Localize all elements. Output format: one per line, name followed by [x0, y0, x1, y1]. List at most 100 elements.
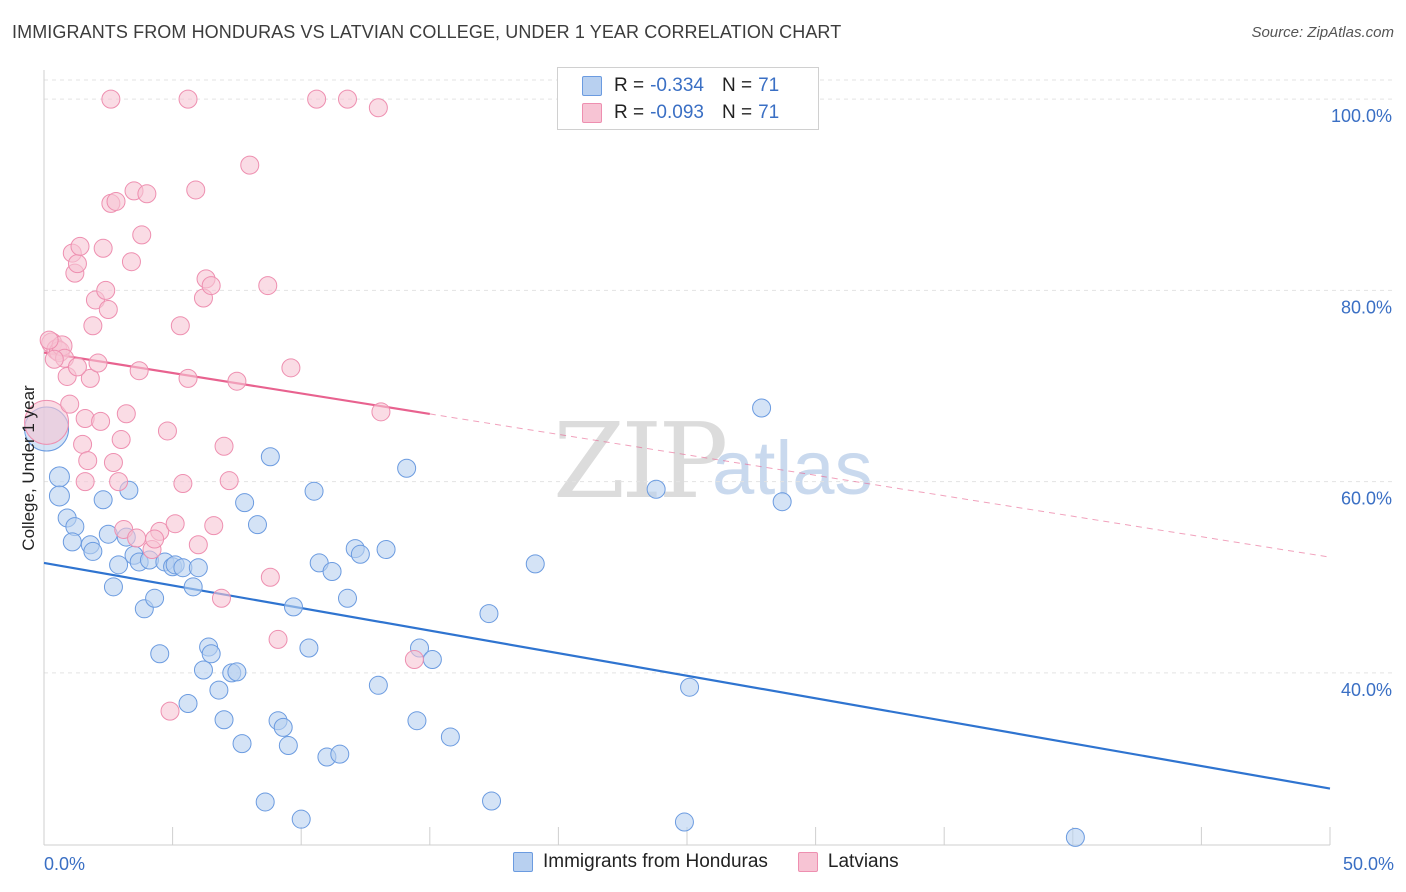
point-honduras — [646, 479, 666, 499]
point-honduras — [525, 554, 545, 574]
point-latvians — [109, 472, 129, 492]
legend-row-honduras: R = -0.334 N = 71 — [582, 73, 779, 99]
point-latvians — [371, 402, 391, 422]
point-latvians — [307, 89, 327, 109]
point-latvians — [258, 276, 278, 296]
point-honduras — [48, 485, 70, 507]
point-honduras — [232, 734, 252, 754]
x-tick-label: 0.0% — [44, 854, 85, 874]
series-legend: Immigrants from Honduras Latvians — [513, 851, 929, 873]
point-honduras — [772, 492, 792, 512]
legend-n-value: 71 — [758, 102, 780, 123]
point-honduras — [260, 447, 280, 467]
point-honduras — [48, 466, 70, 488]
point-latvians — [170, 316, 190, 336]
point-latvians — [103, 453, 123, 472]
legend-n-value: 71 — [758, 75, 780, 96]
legend-swatch-pink — [582, 103, 602, 123]
legend-r-value: -0.093 — [650, 102, 704, 123]
chart-title: IMMIGRANTS FROM HONDURAS VS LATVIAN COLL… — [12, 22, 842, 42]
point-latvians — [204, 516, 224, 536]
point-honduras — [193, 660, 213, 680]
point-honduras — [255, 792, 275, 812]
point-latvians — [73, 434, 93, 454]
point-honduras — [322, 562, 342, 582]
point-latvians — [160, 701, 180, 721]
point-latvians — [60, 394, 80, 414]
legend-r-label: R = — [614, 75, 645, 96]
point-latvians — [67, 357, 87, 377]
point-latvians — [260, 567, 280, 587]
data-points — [24, 89, 1085, 847]
point-latvians — [44, 349, 64, 369]
point-latvians — [337, 89, 357, 109]
point-honduras — [214, 710, 234, 730]
legend-label-latvians: Latvians — [827, 851, 899, 872]
source-label: Source: ZipAtlas.com — [1251, 24, 1394, 41]
point-latvians — [368, 98, 388, 118]
point-latvians — [121, 252, 141, 272]
point-latvians — [129, 361, 149, 381]
y-tick-label: 80.0% — [1341, 297, 1392, 317]
point-honduras — [109, 555, 129, 575]
point-honduras — [330, 744, 350, 764]
point-honduras — [145, 588, 165, 608]
point-honduras — [337, 588, 357, 608]
point-latvians — [78, 451, 98, 471]
point-latvians — [145, 529, 165, 549]
point-honduras — [103, 577, 123, 597]
point-honduras — [674, 812, 694, 832]
point-honduras — [83, 541, 103, 561]
correlation-legend: R = -0.334 N = 71 R = -0.093 N = 71 — [557, 67, 819, 130]
point-latvians — [214, 436, 234, 456]
watermark-zip: ZIP — [553, 400, 728, 522]
point-honduras — [376, 540, 396, 560]
legend-item-latvians[interactable]: Latvians — [797, 851, 899, 873]
point-latvians — [268, 629, 288, 649]
point-honduras — [368, 675, 388, 695]
tick-labels: 40.0% 60.0% 80.0% 100.0% 0.0% 50.0% — [44, 106, 1394, 874]
point-honduras — [209, 680, 229, 700]
point-latvians — [165, 514, 185, 534]
point-latvians — [91, 411, 111, 431]
point-honduras — [440, 727, 460, 747]
point-latvians — [98, 300, 118, 319]
point-honduras — [227, 662, 247, 682]
point-honduras — [188, 558, 208, 578]
y-tick-label: 100.0% — [1331, 106, 1392, 126]
point-honduras — [283, 597, 303, 617]
point-latvians — [219, 471, 239, 491]
y-axis-label: College, Under 1 year — [19, 385, 38, 551]
point-honduras — [247, 515, 267, 535]
point-latvians — [211, 588, 231, 608]
point-latvians — [227, 371, 247, 391]
point-latvians — [75, 472, 95, 492]
point-latvians — [83, 316, 103, 336]
point-honduras — [235, 493, 255, 513]
legend-swatch-pink — [797, 852, 818, 872]
point-honduras — [680, 677, 700, 697]
point-latvians — [101, 89, 121, 109]
point-latvians — [240, 155, 260, 175]
point-honduras — [178, 693, 198, 713]
point-latvians — [157, 421, 177, 441]
point-latvians — [70, 236, 90, 256]
y-tick-label: 60.0% — [1341, 489, 1392, 509]
point-latvians — [96, 280, 116, 300]
point-honduras — [201, 644, 221, 664]
point-latvians — [75, 409, 95, 429]
legend-row-latvians: R = -0.093 N = 71 — [582, 100, 779, 126]
point-honduras — [150, 644, 170, 664]
point-honduras — [93, 490, 113, 510]
legend-item-honduras[interactable]: Immigrants from Honduras — [513, 851, 768, 873]
point-latvians — [404, 649, 424, 669]
trend-line-latvians-extension — [429, 413, 1331, 558]
legend-r-label: R = — [614, 102, 645, 123]
point-latvians — [24, 399, 70, 445]
point-latvians — [188, 535, 208, 555]
x-tick-label: 50.0% — [1343, 854, 1394, 874]
point-latvians — [186, 180, 206, 200]
point-latvians — [201, 276, 221, 296]
point-honduras — [482, 791, 502, 811]
